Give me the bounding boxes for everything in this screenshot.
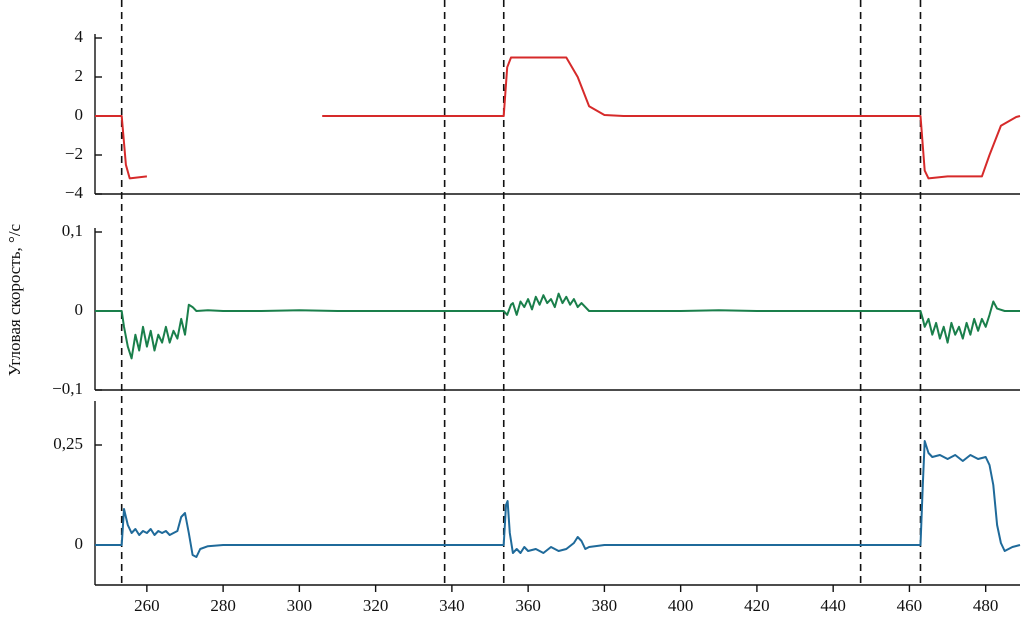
x-tick-label: 420	[744, 596, 770, 615]
y-axis-label: Угловая скорость, °/с	[5, 223, 24, 376]
x-tick-label: 400	[668, 596, 694, 615]
y-tick-label: 0,25	[53, 434, 83, 453]
x-tick-label: 440	[820, 596, 846, 615]
y-tick-label: 0	[75, 300, 84, 319]
x-tick-label: 360	[515, 596, 541, 615]
x-tick-label: 460	[897, 596, 923, 615]
y-tick-label: 0	[75, 534, 84, 553]
series-line	[95, 292, 1020, 360]
x-tick-label: 480	[973, 596, 999, 615]
y-tick-label: 4	[75, 27, 84, 46]
y-tick-label: 0	[75, 105, 84, 124]
x-tick-label: 300	[287, 596, 313, 615]
x-tick-label: 380	[592, 596, 618, 615]
y-tick-label: 2	[75, 66, 84, 85]
series-line	[95, 440, 1021, 558]
x-tick-label: 320	[363, 596, 389, 615]
y-tick-label: 0,1	[62, 221, 83, 240]
y-tick-label: −2	[65, 144, 83, 163]
x-tick-label: 280	[210, 596, 236, 615]
series-line	[95, 56, 1021, 180]
y-tick-label: −4	[65, 183, 84, 202]
x-tick-label: 340	[439, 596, 465, 615]
y-tick-label: −0,1	[52, 379, 83, 398]
x-tick-label: 260	[134, 596, 160, 615]
